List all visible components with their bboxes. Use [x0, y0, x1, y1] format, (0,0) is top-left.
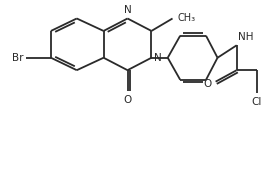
Text: Br: Br [12, 53, 23, 63]
Text: N: N [154, 53, 162, 63]
Text: CH₃: CH₃ [177, 13, 195, 23]
Text: NH: NH [238, 32, 253, 42]
Text: O: O [123, 95, 132, 105]
Text: O: O [203, 79, 212, 89]
Text: N: N [124, 5, 131, 15]
Text: Cl: Cl [252, 97, 262, 107]
